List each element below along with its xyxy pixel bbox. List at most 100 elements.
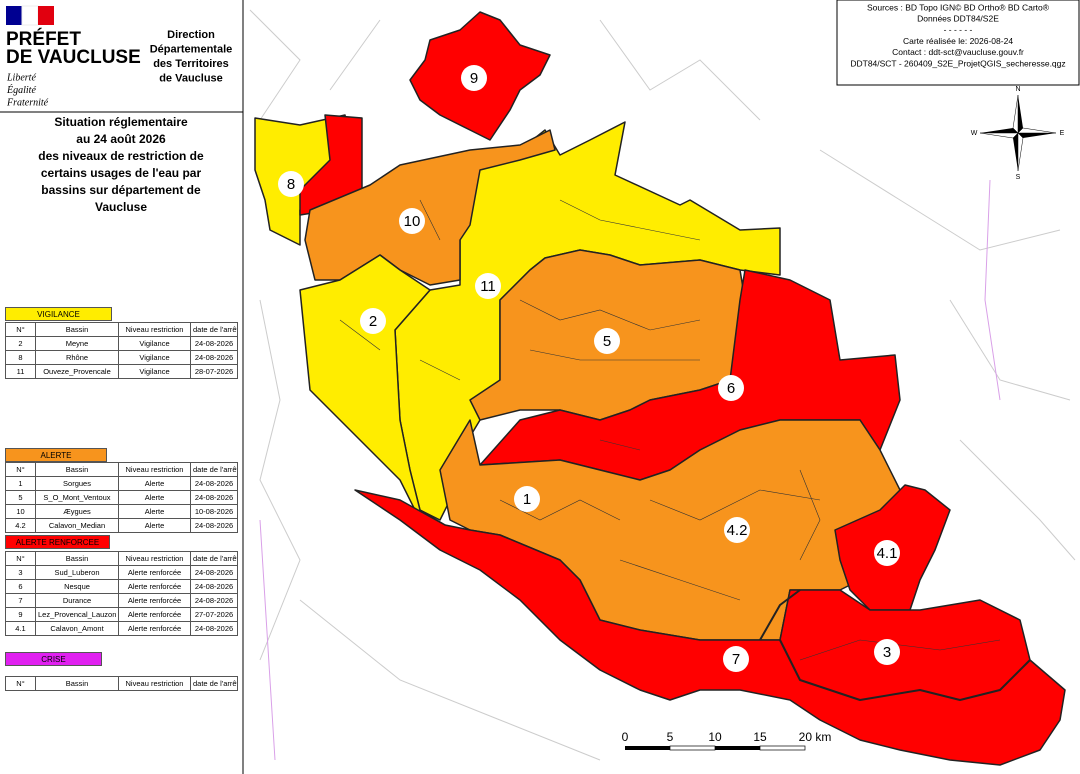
label-circle (278, 171, 304, 197)
table-cell: Ouveze_Provencale (35, 364, 119, 379)
table-row: 10 Æygues Alerte 10-08-2026 (5, 504, 238, 519)
table-cell: Niveau restriction (118, 322, 191, 337)
table-cell: Vigilance (118, 336, 191, 351)
table-cell: date de l'arrête (190, 551, 238, 566)
table-cell: 1 (5, 476, 36, 491)
table-cell: 5 (5, 490, 36, 505)
table-cell: Æygues (35, 504, 119, 519)
compass-n: N (1015, 86, 1020, 93)
label-circle (360, 308, 386, 334)
table-cell: Lez_Provencal_Lauzon (35, 607, 119, 622)
scale-label: 0 (622, 730, 629, 744)
table-cell: Alerte renforcée (118, 579, 191, 594)
table-cell: Niveau restriction (118, 551, 191, 566)
table-row: 5 S_O_Mont_Ventoux Alerte 24-08-2026 (5, 490, 238, 505)
flag-red (38, 6, 54, 25)
table-cell: 24-08-2026 (190, 350, 238, 365)
background-outlines (249, 9, 1076, 761)
scale-label: 5 (667, 730, 674, 744)
table-cell: 9 (5, 607, 36, 622)
motto-line: Fraternité (6, 97, 49, 108)
table-cell: 24-08-2026 (190, 593, 238, 608)
scale-label: 20 km (799, 730, 832, 744)
compass-s: S (1016, 174, 1021, 181)
table-row: 8 Rhône Vigilance 24-08-2026 (5, 350, 238, 365)
department: DE VAUCLUSE (6, 47, 141, 68)
table-cell: Alerte renforcée (118, 607, 191, 622)
table-cell: 24-08-2026 (190, 336, 238, 351)
direction-line: Direction (167, 29, 215, 41)
label-circle (874, 639, 900, 665)
basin-label: 2 (369, 313, 377, 330)
table-cell: 4.2 (5, 518, 36, 533)
sources-box (836, 0, 1080, 86)
table-cell: Alerte renforcée (118, 621, 191, 636)
sources: Sources : BD Topo IGN© BD Ortho® BD Cart… (850, 2, 1065, 68)
table-cell: Alerte (118, 504, 191, 519)
source-line: - - - - - - (944, 25, 973, 35)
source-line: DDT84/SCT - 260409_S2E_ProjetQGIS_secher… (850, 58, 1065, 68)
scale-label: 10 (708, 730, 722, 744)
table-cell: 7 (5, 593, 36, 608)
basin-label: 3 (883, 644, 891, 661)
table-cell: Vigilance (118, 364, 191, 379)
table-cell: Alerte (118, 490, 191, 505)
table-row: 6 Nesque Alerte renforcée 24-08-2026 (5, 579, 238, 594)
table-cell: 2 (5, 336, 36, 351)
label-circle (594, 328, 620, 354)
table-cell: Alerte (118, 476, 191, 491)
table-cell: Nesque (35, 579, 119, 594)
level-table: N° Bassin Niveau restriction date de l'arrê… (5, 462, 238, 533)
table-row: 4.1 Calavon_Amont Alerte renforcée 24-08-20… (5, 621, 238, 636)
title-line: des niveaux de restriction de (38, 149, 204, 163)
level-label: ALERTE (5, 448, 107, 462)
label-circle (475, 273, 501, 299)
table-cell: Meyne (35, 336, 119, 351)
scale-bar (625, 745, 806, 751)
table-cell: S_O_Mont_Ventoux (35, 490, 119, 505)
motto-line: Égalité (6, 84, 36, 96)
basin-label: 11 (480, 278, 496, 295)
table-row: 9 Lez_Provencal_Lauzon Alerte renforcée 27-… (5, 607, 238, 622)
table-cell: 28-07-2026 (190, 364, 238, 379)
label-circle (399, 208, 425, 234)
title-line: certains usages de l'eau par (41, 166, 202, 180)
source-line: Sources : BD Topo IGN© BD Ortho® BD Cart… (867, 2, 1050, 12)
table-cell: N° (5, 322, 36, 337)
table-cell: N° (5, 551, 36, 566)
table-cell: 24-08-2026 (190, 476, 238, 491)
table-cell: 10 (5, 504, 36, 519)
basin-2 (299, 254, 446, 526)
level-label: CRISE (5, 652, 102, 666)
flag-white (21, 5, 39, 26)
table-cell: Sud_Luberon (35, 565, 119, 580)
basin-3-outline (759, 589, 1031, 701)
table-cell: date de l'arrête (190, 676, 238, 691)
table-cell: 24-08-2026 (190, 490, 238, 505)
prefet: PRÉFET (6, 28, 81, 50)
label-circle (718, 375, 744, 401)
compass-w: W (971, 130, 978, 137)
label-circle (461, 65, 487, 91)
basin-labels: 9 8 10 11 2 5 6 1 4.2 4.1 7 3 (278, 65, 900, 672)
label-circle (724, 517, 750, 543)
source-line: Carte réalisée le: 2026-08-24 (903, 36, 1013, 46)
table-cell: 3 (5, 565, 36, 580)
table-cell: date de l'arrête (190, 462, 238, 477)
table-cell: 24-08-2026 (190, 518, 238, 533)
table-cell: Alerte renforcée (118, 565, 191, 580)
direction-line: de Vaucluse (159, 72, 223, 84)
basin-label: 7 (732, 651, 740, 668)
level-label: VIGILANCE (5, 307, 112, 321)
title-line: au 24 août 2026 (76, 132, 166, 146)
table-cell: Rhône (35, 350, 119, 365)
table-row: N° Bassin Niveau restriction date de l'arrê… (5, 676, 238, 691)
basin-label: 9 (470, 70, 478, 87)
direction-line: Départementale (150, 43, 233, 55)
table-row: 1 Sorgues Alerte 24-08-2026 (5, 476, 238, 491)
table-cell: Niveau restriction (118, 462, 191, 477)
table-cell: 6 (5, 579, 36, 594)
compass-e: E (1060, 130, 1065, 137)
